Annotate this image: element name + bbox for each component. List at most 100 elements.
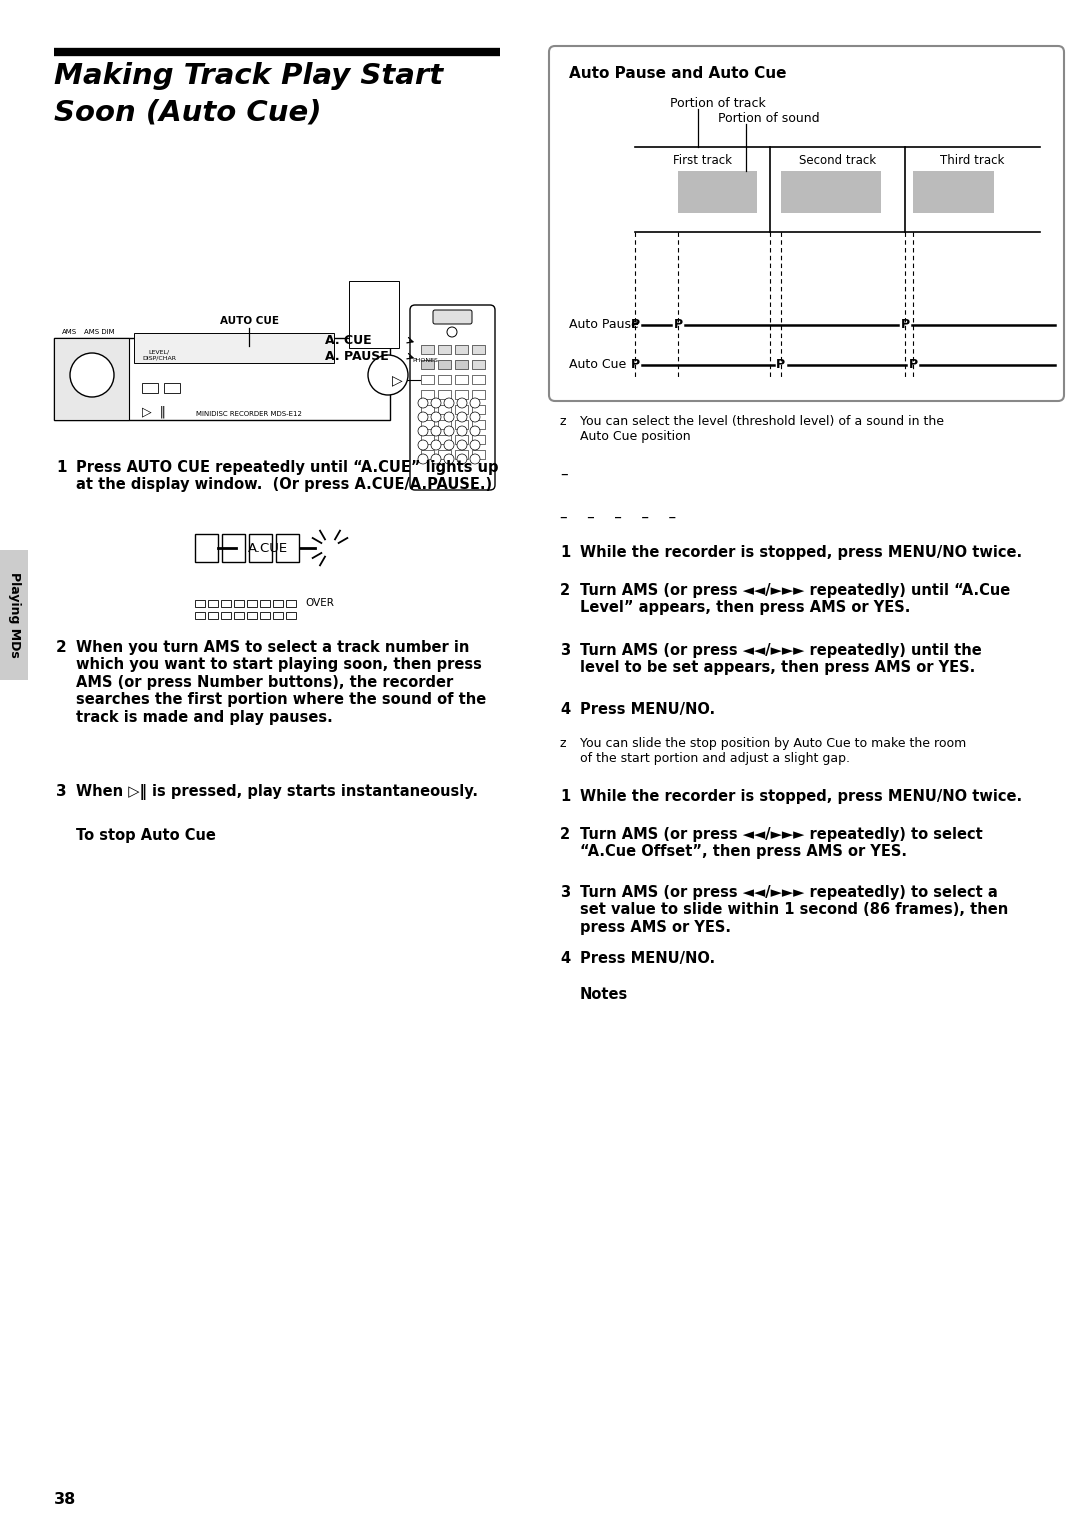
Bar	[455, 420, 468, 429]
Bar	[472, 435, 485, 445]
Text: Auto Cue: Auto Cue	[569, 359, 626, 371]
Circle shape	[431, 426, 441, 435]
Text: Press MENU/NO.: Press MENU/NO.	[580, 950, 715, 966]
Bar	[421, 390, 434, 399]
Bar	[678, 171, 756, 212]
Circle shape	[418, 426, 428, 435]
Text: MINIDISC RECORDER MDS-E12: MINIDISC RECORDER MDS-E12	[197, 411, 302, 417]
Bar	[455, 345, 468, 354]
Circle shape	[444, 440, 454, 451]
Bar	[438, 405, 451, 414]
Bar	[208, 601, 218, 607]
Circle shape	[418, 413, 428, 422]
Text: While the recorder is stopped, press MENU/NO twice.: While the recorder is stopped, press MEN…	[580, 788, 1022, 804]
Circle shape	[470, 426, 480, 435]
Text: –    –    –    –    –: – – – – –	[561, 510, 676, 526]
Bar	[195, 533, 218, 562]
Circle shape	[470, 440, 480, 451]
Bar	[260, 613, 270, 619]
Bar	[421, 435, 434, 445]
Text: A.CUE: A.CUE	[248, 541, 288, 555]
Text: When ▷‖ is pressed, play starts instantaneously.: When ▷‖ is pressed, play starts instanta…	[76, 784, 478, 801]
Text: Soon (Auto Cue): Soon (Auto Cue)	[54, 98, 322, 125]
Bar	[134, 333, 334, 364]
Circle shape	[418, 454, 428, 465]
Text: P: P	[777, 359, 785, 371]
Bar	[781, 171, 880, 212]
Circle shape	[457, 426, 467, 435]
Bar	[455, 374, 468, 384]
Circle shape	[444, 426, 454, 435]
Text: P: P	[908, 359, 918, 371]
Bar	[421, 361, 434, 368]
Text: You can select the level (threshold level) of a sound in the
Auto Cue position: You can select the level (threshold leve…	[580, 416, 944, 443]
Bar	[260, 601, 270, 607]
Circle shape	[368, 354, 408, 396]
Text: 2: 2	[561, 584, 570, 597]
Bar	[421, 374, 434, 384]
Text: Auto Pause and Auto Cue: Auto Pause and Auto Cue	[569, 66, 786, 81]
Text: OVER: OVER	[305, 597, 334, 608]
Text: Turn AMS (or press ◄◄/►►► repeatedly) to select
“A.Cue Offset”, then press AMS o: Turn AMS (or press ◄◄/►►► repeatedly) to…	[580, 827, 983, 859]
Bar	[221, 601, 231, 607]
Text: LEVEL/
DISP/CHAR: LEVEL/ DISP/CHAR	[141, 350, 176, 361]
Text: 3: 3	[56, 784, 67, 799]
Bar	[421, 345, 434, 354]
FancyBboxPatch shape	[410, 306, 495, 490]
Text: A. CUE: A. CUE	[325, 333, 372, 347]
Text: 3: 3	[561, 885, 570, 900]
Circle shape	[418, 397, 428, 408]
Bar	[349, 281, 399, 348]
Bar	[472, 345, 485, 354]
Text: Third track: Third track	[941, 154, 1004, 167]
Text: You can slide the stop position by Auto Cue to make the room
of the start portio: You can slide the stop position by Auto …	[580, 736, 967, 766]
Circle shape	[444, 397, 454, 408]
Text: Notes: Notes	[580, 987, 629, 1002]
Bar	[273, 601, 283, 607]
Bar	[54, 338, 390, 420]
Bar	[247, 601, 257, 607]
Bar	[0, 550, 28, 680]
Circle shape	[431, 454, 441, 465]
Circle shape	[470, 413, 480, 422]
Bar	[438, 390, 451, 399]
Text: z: z	[561, 736, 567, 750]
Bar	[249, 533, 272, 562]
Text: Auto Pause: Auto Pause	[569, 318, 638, 332]
Bar	[286, 613, 296, 619]
Bar	[472, 420, 485, 429]
Text: Press MENU/NO.: Press MENU/NO.	[580, 701, 715, 717]
Bar	[234, 613, 244, 619]
Circle shape	[470, 454, 480, 465]
Text: P: P	[674, 318, 683, 332]
Text: Turn AMS (or press ◄◄/►►► repeatedly) to select a
set value to slide within 1 se: Turn AMS (or press ◄◄/►►► repeatedly) to…	[580, 885, 1009, 935]
FancyBboxPatch shape	[433, 310, 472, 324]
Circle shape	[447, 327, 457, 338]
Text: Second track: Second track	[799, 154, 876, 167]
Text: Turn AMS (or press ◄◄/►►► repeatedly) until the
level to be set appears, then pr: Turn AMS (or press ◄◄/►►► repeatedly) un…	[580, 643, 982, 675]
Bar	[54, 338, 129, 420]
Bar	[472, 390, 485, 399]
Text: z: z	[561, 416, 567, 428]
Bar	[164, 384, 180, 393]
Bar	[455, 451, 468, 458]
Circle shape	[418, 440, 428, 451]
Text: Playing MDs: Playing MDs	[8, 571, 21, 659]
Circle shape	[431, 397, 441, 408]
Text: AMS DIM: AMS DIM	[83, 329, 114, 335]
Bar	[421, 420, 434, 429]
Text: Turn AMS (or press ◄◄/►►► repeatedly) until “A.Cue
Level” appears, then press AM: Turn AMS (or press ◄◄/►►► repeatedly) un…	[580, 584, 1010, 616]
Bar	[913, 171, 994, 212]
Bar	[438, 345, 451, 354]
Text: 38: 38	[54, 1491, 77, 1507]
Text: 2: 2	[561, 827, 570, 842]
Circle shape	[444, 454, 454, 465]
Text: 2: 2	[56, 640, 67, 656]
Circle shape	[457, 413, 467, 422]
Bar	[276, 533, 299, 562]
Text: P: P	[631, 318, 639, 332]
Bar	[273, 613, 283, 619]
Circle shape	[431, 440, 441, 451]
Text: ▷: ▷	[392, 373, 403, 387]
Text: AUTO CUE: AUTO CUE	[219, 316, 279, 325]
